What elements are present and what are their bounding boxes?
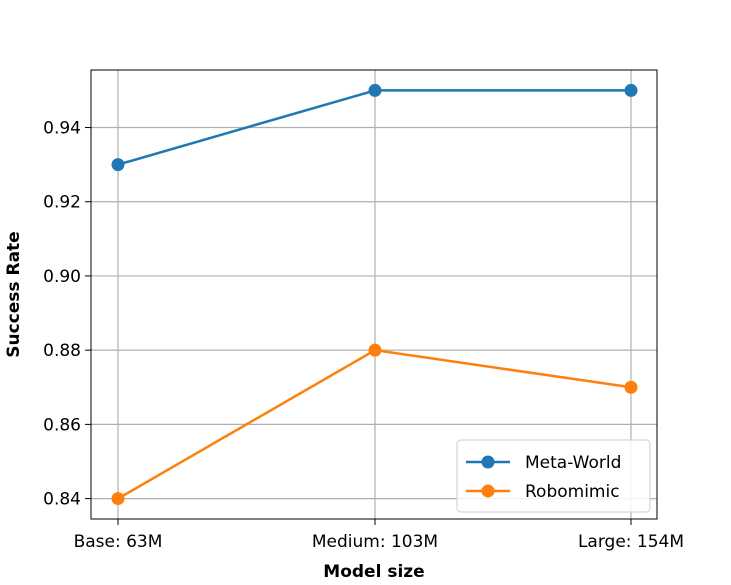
y-tick-label: 0.94 bbox=[43, 119, 81, 139]
grid bbox=[91, 70, 657, 519]
plot-frame bbox=[90, 69, 658, 520]
y-tick-label: 0.86 bbox=[43, 415, 81, 435]
x-tick-label: Large: 154M bbox=[578, 532, 684, 552]
x-tick-label: Base: 63M bbox=[74, 532, 163, 552]
series-layer bbox=[111, 83, 638, 506]
legend-swatch-marker bbox=[481, 484, 495, 498]
data-point bbox=[111, 492, 125, 506]
legend-label: Meta-World bbox=[525, 453, 621, 473]
x-axis: Base: 63M Medium: 103M Large: 154M bbox=[74, 519, 684, 552]
data-point bbox=[624, 380, 638, 394]
data-point bbox=[368, 343, 382, 357]
data-point bbox=[624, 83, 638, 97]
legend-box bbox=[456, 439, 651, 513]
y-tick-label: 0.84 bbox=[43, 490, 81, 510]
y-axis-label: Success Rate bbox=[4, 231, 24, 357]
x-tick-label: Medium: 103M bbox=[312, 532, 438, 552]
x-axis-label: Model size bbox=[323, 562, 424, 582]
legend: Meta-World Robomimic bbox=[456, 439, 651, 513]
y-tick-label: 0.90 bbox=[43, 267, 81, 287]
y-tick-label: 0.92 bbox=[43, 193, 81, 213]
data-point bbox=[111, 158, 125, 172]
legend-label: Robomimic bbox=[525, 482, 620, 502]
legend-swatch-marker bbox=[481, 455, 495, 469]
y-tick-label: 0.88 bbox=[43, 341, 81, 361]
y-axis: 0.84 0.86 0.88 0.90 0.92 0.94 bbox=[43, 119, 91, 510]
data-point bbox=[368, 83, 382, 97]
